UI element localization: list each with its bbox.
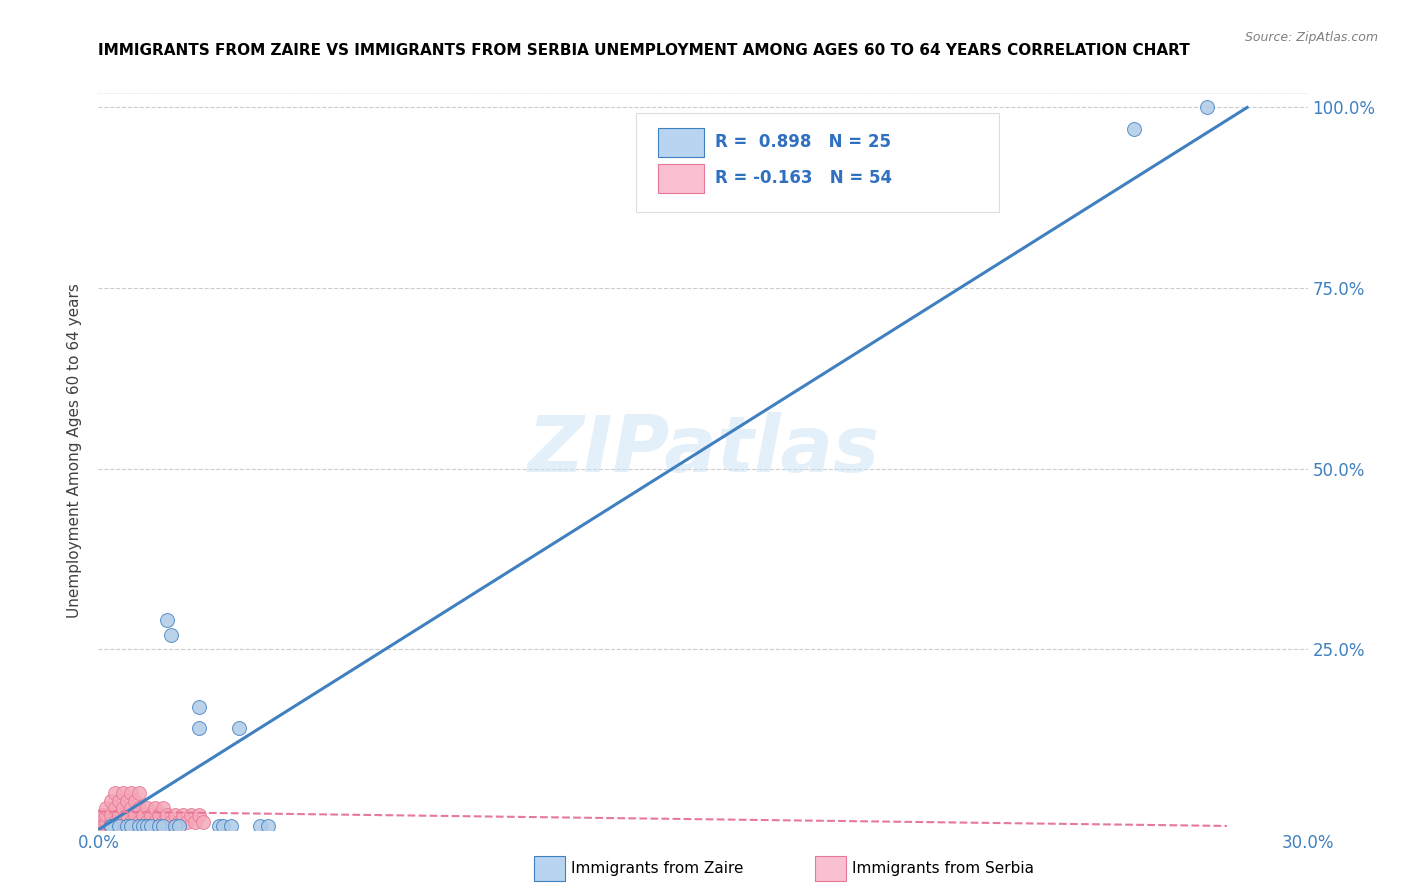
Point: [176, 815, 198, 830]
Point: [148, 808, 170, 822]
Point: [193, 815, 215, 830]
Point: [132, 819, 155, 833]
Text: ZIPatlas: ZIPatlas: [527, 412, 879, 489]
Text: Source: ZipAtlas.com: Source: ZipAtlas.com: [1244, 31, 1378, 45]
Point: [96, 808, 118, 822]
Point: [87, 815, 110, 830]
Text: IMMIGRANTS FROM ZAIRE VS IMMIGRANTS FROM SERBIA UNEMPLOYMENT AMONG AGES 60 TO 64: IMMIGRANTS FROM ZAIRE VS IMMIGRANTS FROM…: [98, 43, 1189, 58]
Point: [91, 815, 114, 830]
Point: [148, 819, 170, 833]
Point: [228, 722, 250, 736]
Point: [135, 819, 157, 833]
Point: [87, 822, 110, 837]
Point: [124, 794, 146, 808]
Point: [139, 815, 162, 830]
Point: [111, 801, 134, 815]
Point: [139, 819, 162, 833]
Point: [1123, 122, 1146, 136]
Text: Immigrants from Zaire: Immigrants from Zaire: [571, 862, 744, 876]
Point: [167, 815, 190, 830]
Point: [100, 815, 122, 830]
Point: [184, 815, 207, 830]
Point: [212, 819, 235, 833]
Point: [152, 801, 174, 815]
Point: [124, 808, 146, 822]
Point: [128, 815, 150, 830]
Point: [128, 787, 150, 801]
Point: [100, 794, 122, 808]
Point: [115, 819, 138, 833]
Point: [160, 815, 183, 830]
Point: [107, 815, 129, 830]
Point: [221, 819, 243, 833]
Point: [132, 808, 155, 822]
Point: [91, 822, 114, 837]
Point: [172, 808, 194, 822]
Point: [111, 815, 134, 830]
Point: [156, 808, 179, 822]
Point: [103, 801, 125, 815]
FancyBboxPatch shape: [637, 113, 1000, 211]
Text: R =  0.898   N = 25: R = 0.898 N = 25: [716, 133, 891, 151]
Point: [139, 808, 162, 822]
Point: [120, 819, 142, 833]
Point: [132, 815, 155, 830]
Point: [115, 808, 138, 822]
Point: [143, 801, 166, 815]
Point: [163, 819, 186, 833]
Point: [107, 819, 129, 833]
Point: [256, 819, 278, 833]
FancyBboxPatch shape: [658, 164, 704, 193]
Point: [120, 815, 142, 830]
Point: [91, 808, 114, 822]
Point: [128, 819, 150, 833]
Text: R = -0.163   N = 54: R = -0.163 N = 54: [716, 169, 893, 186]
Point: [152, 815, 174, 830]
Point: [100, 819, 122, 833]
Point: [249, 819, 271, 833]
Point: [143, 815, 166, 830]
Point: [100, 808, 122, 822]
Y-axis label: Unemployment Among Ages 60 to 64 years: Unemployment Among Ages 60 to 64 years: [67, 283, 83, 618]
Point: [103, 815, 125, 830]
Point: [100, 819, 122, 833]
Point: [107, 808, 129, 822]
Point: [167, 819, 190, 833]
Point: [128, 801, 150, 815]
Point: [103, 787, 125, 801]
Point: [160, 627, 183, 641]
Point: [208, 819, 231, 833]
Point: [163, 808, 186, 822]
Point: [188, 808, 211, 822]
Point: [135, 815, 157, 830]
Text: Immigrants from Serbia: Immigrants from Serbia: [852, 862, 1033, 876]
Point: [115, 815, 138, 830]
Point: [120, 801, 142, 815]
FancyBboxPatch shape: [658, 128, 704, 157]
Point: [96, 815, 118, 830]
Point: [96, 801, 118, 815]
Point: [124, 815, 146, 830]
Point: [1195, 100, 1218, 114]
Point: [148, 815, 170, 830]
Point: [135, 801, 157, 815]
Point: [180, 808, 202, 822]
Point: [111, 787, 134, 801]
Point: [115, 794, 138, 808]
Point: [107, 794, 129, 808]
Point: [120, 787, 142, 801]
Point: [156, 613, 179, 627]
Point: [188, 722, 211, 736]
Point: [152, 819, 174, 833]
Point: [188, 699, 211, 714]
